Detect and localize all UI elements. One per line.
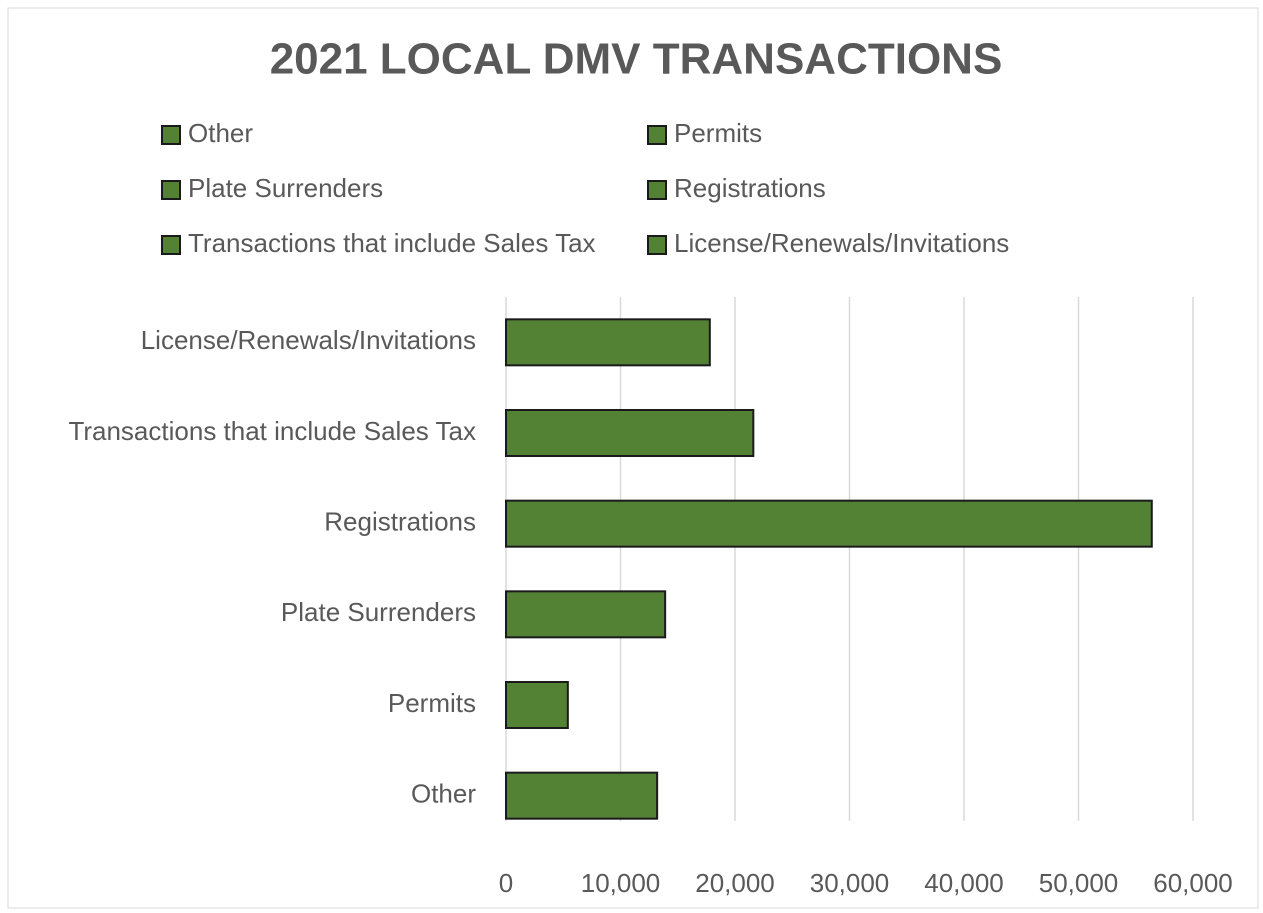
- legend-label: License/Renewals/Invitations: [674, 228, 1009, 258]
- y-tick-label: Other: [411, 779, 476, 809]
- legend-swatch: [647, 125, 667, 145]
- x-tick-label: 10,000: [581, 868, 661, 898]
- y-tick-label: License/Renewals/Invitations: [141, 325, 476, 355]
- legend-swatch: [647, 235, 667, 255]
- bar: [505, 771, 659, 820]
- x-tick-label: 30,000: [810, 868, 890, 898]
- chart-border: [7, 7, 1259, 909]
- legend-label: Registrations: [674, 173, 826, 203]
- legend-label: Plate Surrenders: [188, 173, 383, 203]
- x-tick-label: 60,000: [1153, 868, 1233, 898]
- bar: [505, 409, 755, 457]
- y-tick-label: Plate Surrenders: [281, 597, 476, 627]
- legend-swatch: [161, 180, 181, 200]
- x-tick-label: 40,000: [924, 868, 1004, 898]
- chart-title: 2021 LOCAL DMV TRANSACTIONS: [270, 35, 1003, 84]
- bar: [505, 499, 1153, 548]
- bar: [505, 681, 569, 729]
- y-tick-label: Transactions that include Sales Tax: [68, 416, 476, 446]
- x-tick-label: 0: [499, 868, 513, 898]
- legend-swatch: [647, 180, 667, 200]
- y-tick-label: Permits: [388, 688, 476, 718]
- y-tick-label: Registrations: [324, 507, 476, 537]
- legend-label: Transactions that include Sales Tax: [188, 228, 596, 258]
- x-tick-label: 50,000: [1039, 868, 1119, 898]
- bar: [505, 318, 711, 367]
- bar: [505, 590, 667, 639]
- legend-label: Other: [188, 118, 253, 148]
- x-tick-label: 20,000: [695, 868, 775, 898]
- legend-swatch: [161, 235, 181, 255]
- legend-label: Permits: [674, 118, 762, 148]
- legend-swatch: [161, 125, 181, 145]
